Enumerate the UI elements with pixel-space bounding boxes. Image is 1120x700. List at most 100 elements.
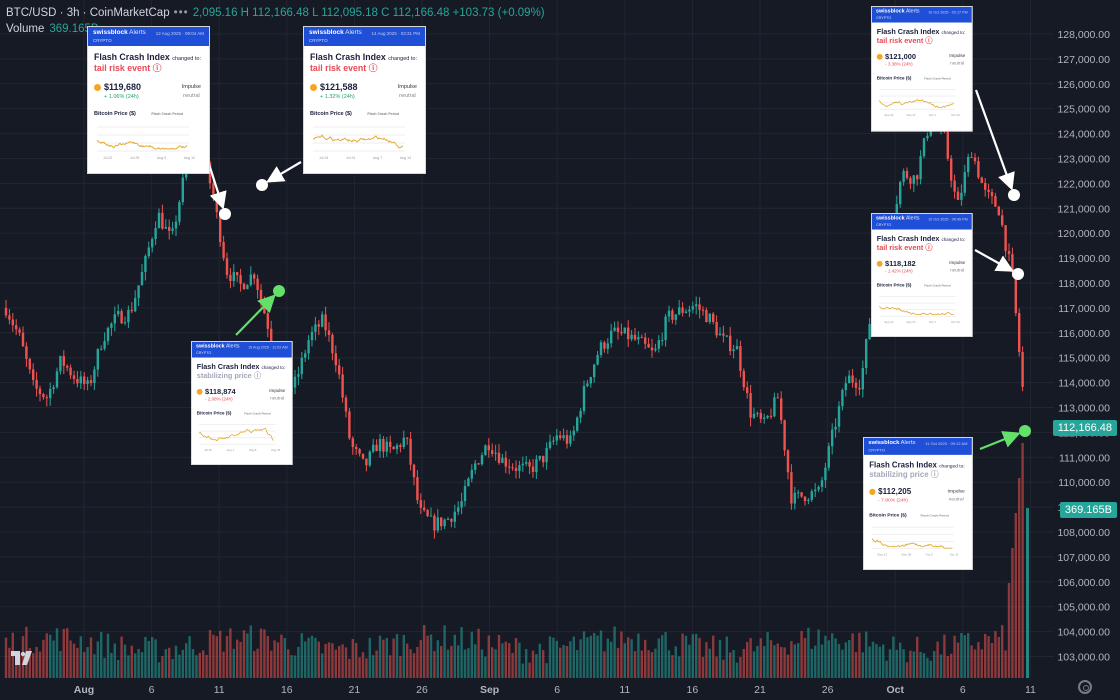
candle-body xyxy=(385,441,388,452)
volume-bar xyxy=(521,663,524,678)
x-tick-label: 11 xyxy=(214,684,225,696)
card-sub: CRYPTO xyxy=(868,447,885,453)
candle-body xyxy=(661,340,664,342)
candle-body xyxy=(763,417,766,419)
card-legend: Flash Crash Period xyxy=(924,284,951,288)
alert-card[interactable]: swissblock Alerts CRYPTO 10 Oct 2025 · 0… xyxy=(871,6,973,132)
candle-body xyxy=(474,463,477,470)
alert-card[interactable]: swissblock Alerts CRYPTO 14 Aug 2025 · 0… xyxy=(303,26,426,174)
candle-body xyxy=(344,397,348,412)
volume-bar xyxy=(174,645,178,678)
volume-bar xyxy=(538,643,541,678)
candle-body xyxy=(793,492,796,504)
candle-body xyxy=(715,321,718,336)
card-sub: CRYPTO xyxy=(195,350,212,356)
card-brand: swissblock Alerts xyxy=(195,343,240,350)
volume-bar xyxy=(824,635,827,678)
volume-bar xyxy=(960,633,963,678)
more-dots-icon[interactable]: ••• xyxy=(173,7,189,19)
candle-body xyxy=(55,371,59,388)
volume-bar xyxy=(259,628,263,678)
card-date: 12 Aug 2025 · 09:04 AM xyxy=(155,31,204,36)
volume-bar xyxy=(967,633,970,678)
y-tick-label: 106,000.00 xyxy=(1057,577,1110,589)
volume-bar xyxy=(943,634,946,678)
card-chart-label: Bitcoin Price ($) Flash Crash Period xyxy=(876,283,951,289)
volume-bar xyxy=(140,652,144,678)
settings-gear-icon[interactable] xyxy=(1078,680,1092,694)
candle-body xyxy=(395,445,399,450)
volume-bar xyxy=(208,630,212,678)
candle-body xyxy=(348,411,351,439)
alert-card[interactable]: swissblock Alerts CRYPTO 12 Aug 2025 · 0… xyxy=(87,26,210,174)
candle-body xyxy=(695,304,698,307)
card-mini-chart: Sep 20 Sep 27 Oct 4 Oct 10 xyxy=(879,296,960,324)
candle-body xyxy=(797,492,800,494)
candle-body xyxy=(236,272,239,276)
candle-body xyxy=(300,357,303,375)
annotation-arrow xyxy=(265,161,302,183)
candle-body xyxy=(701,309,705,311)
candle-body xyxy=(681,307,684,313)
mini-x-label: Jul 22 xyxy=(103,156,112,160)
y-tick-label: 126,000.00 xyxy=(1057,79,1110,91)
candle-body xyxy=(21,332,25,347)
volume-bar xyxy=(708,648,711,678)
volume-bar xyxy=(565,645,569,678)
volume-bar xyxy=(4,637,8,678)
candle-body xyxy=(535,459,538,472)
card-title: Flash Crash Index changed to: xyxy=(94,52,201,62)
candle-body xyxy=(851,375,854,383)
card-header: swissblock Alerts CRYPTO 12 Aug 2025 · 0… xyxy=(88,27,209,46)
volume-bar xyxy=(953,635,956,678)
volume-bar xyxy=(759,638,762,678)
card-state: tail risk event ⓘ xyxy=(876,36,933,45)
candle-body xyxy=(759,412,762,419)
alert-card[interactable]: swissblock Alerts CRYPTO 10 Oct 2025 · 0… xyxy=(871,213,973,337)
x-tick-label: 11 xyxy=(619,684,630,696)
volume-bar xyxy=(440,646,443,678)
candle-body xyxy=(997,206,1000,216)
candle-body xyxy=(691,306,694,310)
candle-body xyxy=(249,274,252,285)
candle-body xyxy=(919,156,922,180)
alert-card[interactable]: swissblock Alerts CRYPTO 11 Oct 2025 · 0… xyxy=(863,437,973,570)
volume-bar xyxy=(834,638,837,678)
volume-bar xyxy=(436,640,439,678)
candle-body xyxy=(844,383,847,390)
candle-body xyxy=(147,247,150,256)
candle-body xyxy=(79,376,82,384)
volume-bar xyxy=(62,628,65,678)
y-axis: 103,000.00 104,000.00 105,000.00 106,000.00… xyxy=(1057,29,1110,664)
y-tick-label: 107,000.00 xyxy=(1057,552,1110,564)
volume-bar xyxy=(365,658,368,678)
volume-bar xyxy=(276,642,280,678)
x-tick-label: 6 xyxy=(960,684,966,696)
candle-body xyxy=(375,444,378,452)
alert-card[interactable]: swissblock Alerts CRYPTO 15 Aug 2025 · 1… xyxy=(191,341,293,465)
volume-bar xyxy=(885,660,888,678)
volume-bar xyxy=(450,645,453,678)
volume-bar xyxy=(531,650,535,678)
y-tick-label: 117,000.00 xyxy=(1058,303,1110,315)
candle-body xyxy=(229,274,232,282)
symbol-title[interactable]: BTC/USD · 3h · CoinMarketCap xyxy=(6,7,170,19)
volume-bar xyxy=(844,642,847,678)
volume-bar xyxy=(1007,583,1011,678)
volume-bar xyxy=(151,637,154,678)
volume-bar xyxy=(603,651,606,678)
candle-body xyxy=(317,324,320,327)
volume-bar xyxy=(746,641,749,678)
candle-body xyxy=(4,307,8,316)
volume-bar xyxy=(766,632,769,678)
candle-body xyxy=(633,334,637,340)
mini-price-line xyxy=(96,140,188,150)
tradingview-logo-icon[interactable] xyxy=(10,648,34,668)
mini-x-label: Oct 4 xyxy=(929,320,936,324)
candle-body xyxy=(355,446,358,450)
volume-bar xyxy=(1018,478,1021,678)
candle-body xyxy=(253,274,256,279)
mini-x-label: Aug 7 xyxy=(373,156,382,160)
volume-bar xyxy=(865,631,868,678)
